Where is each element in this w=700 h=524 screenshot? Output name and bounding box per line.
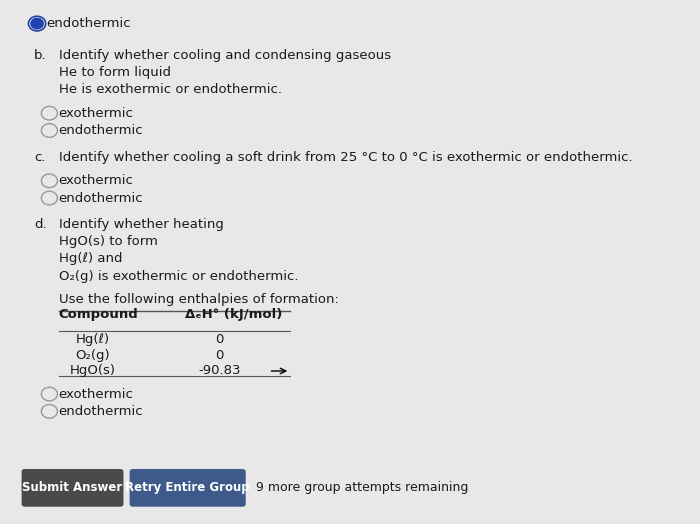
Text: endothermic: endothermic xyxy=(46,17,131,30)
Text: d.: d. xyxy=(34,218,47,231)
Text: b.: b. xyxy=(34,49,47,61)
Text: endothermic: endothermic xyxy=(59,405,144,418)
Text: 0: 0 xyxy=(215,349,223,362)
Text: Submit Answer: Submit Answer xyxy=(22,482,122,494)
Text: exothermic: exothermic xyxy=(59,388,134,400)
Text: HgO(s): HgO(s) xyxy=(69,365,116,377)
FancyBboxPatch shape xyxy=(130,469,246,507)
Text: endothermic: endothermic xyxy=(59,124,144,137)
Text: c.: c. xyxy=(34,151,46,163)
Text: ΔₑH° (kJ/mol): ΔₑH° (kJ/mol) xyxy=(186,308,283,321)
Text: Compound: Compound xyxy=(59,308,139,321)
Circle shape xyxy=(31,18,43,29)
FancyBboxPatch shape xyxy=(22,469,123,507)
Text: Identify whether cooling a soft drink from 25 °C to 0 °C is exothermic or endoth: Identify whether cooling a soft drink fr… xyxy=(59,151,632,163)
Text: Retry Entire Group: Retry Entire Group xyxy=(125,482,250,494)
Text: Identify whether cooling and condensing gaseous: Identify whether cooling and condensing … xyxy=(59,49,391,61)
Text: exothermic: exothermic xyxy=(59,107,134,119)
Text: Hg(ℓ) and: Hg(ℓ) and xyxy=(59,253,122,265)
Text: O₂(g) is exothermic or endothermic.: O₂(g) is exothermic or endothermic. xyxy=(59,270,298,282)
Text: -90.83: -90.83 xyxy=(198,365,240,377)
Text: 0: 0 xyxy=(215,333,223,346)
Text: exothermic: exothermic xyxy=(59,174,134,187)
Text: Use the following enthalpies of formation:: Use the following enthalpies of formatio… xyxy=(59,293,339,306)
Text: He is exothermic or endothermic.: He is exothermic or endothermic. xyxy=(59,83,281,96)
Text: O₂(g): O₂(g) xyxy=(76,349,110,362)
Text: endothermic: endothermic xyxy=(59,192,144,204)
Text: Hg(ℓ): Hg(ℓ) xyxy=(76,333,110,346)
Text: 9 more group attempts remaining: 9 more group attempts remaining xyxy=(256,482,468,494)
Text: Identify whether heating: Identify whether heating xyxy=(59,218,223,231)
Text: He to form liquid: He to form liquid xyxy=(59,66,171,79)
Text: HgO(s) to form: HgO(s) to form xyxy=(59,235,158,248)
